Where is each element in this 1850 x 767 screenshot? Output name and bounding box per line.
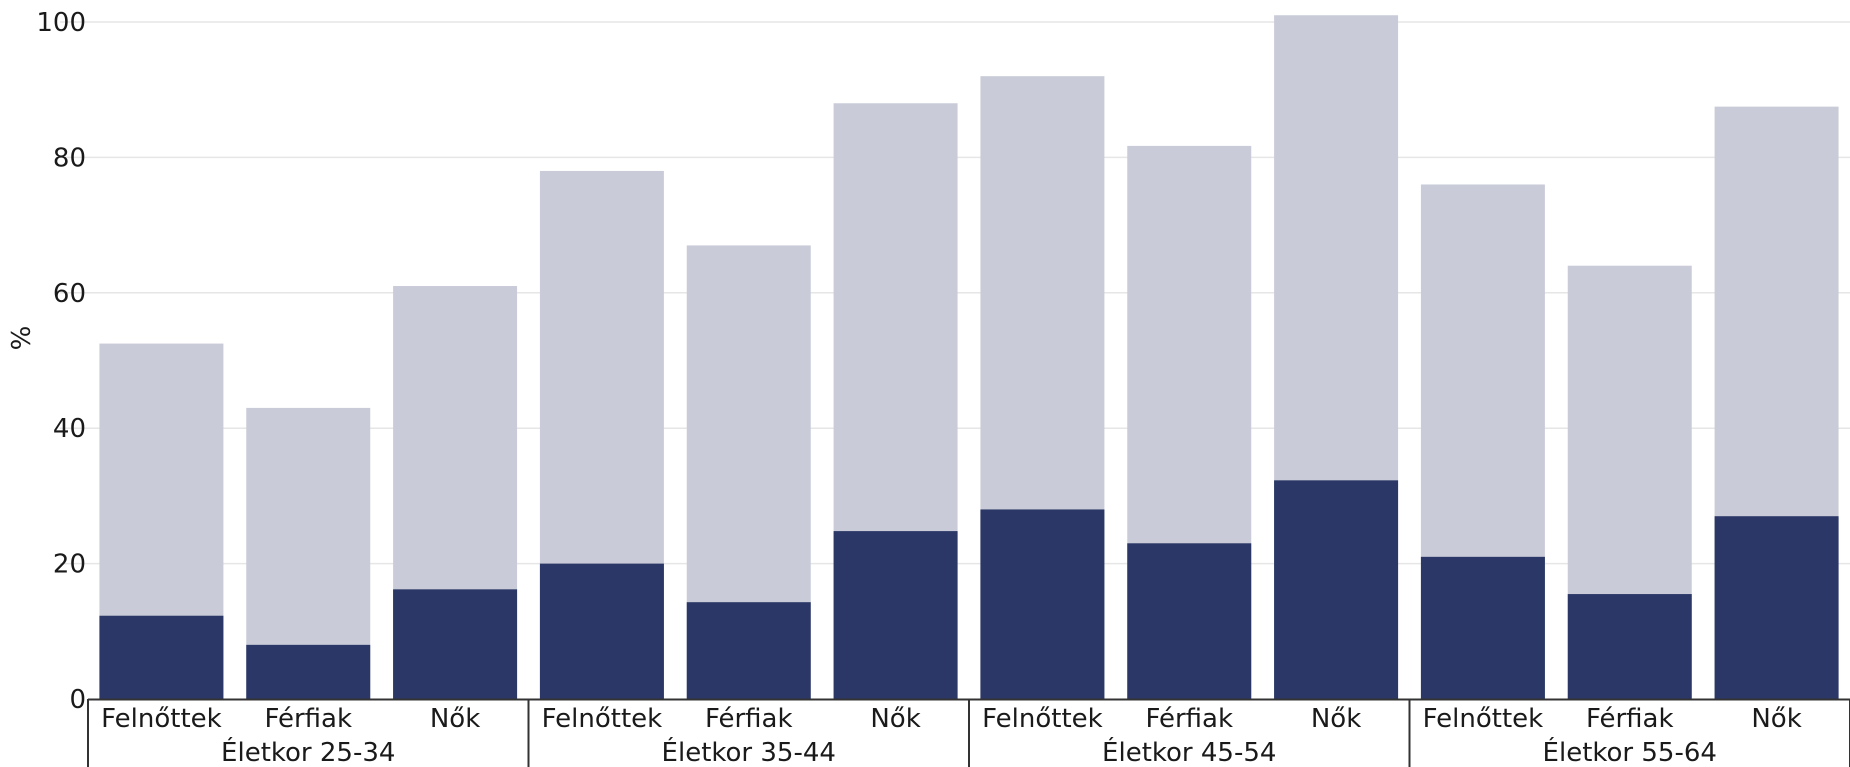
bar <box>1420 556 1545 699</box>
x-category-label: Férfiak <box>705 704 793 734</box>
y-tick-label: 40 <box>53 414 86 444</box>
x-category-label: Nők <box>1751 704 1801 734</box>
bar <box>393 589 518 699</box>
bars <box>99 15 1839 700</box>
x-category-label: Felnőttek <box>1423 704 1544 734</box>
y-tick-label: 60 <box>53 279 86 309</box>
bar <box>833 531 958 699</box>
x-group-label: Életkor 45-54 <box>1102 736 1276 767</box>
bar <box>1714 516 1839 699</box>
x-category-label: Felnőttek <box>982 704 1103 734</box>
x-category-label: Nők <box>1311 704 1361 734</box>
y-axis-ticks: 0 20 40 60 80 100 <box>36 8 86 715</box>
bar <box>980 509 1105 699</box>
x-axis <box>87 698 1850 767</box>
x-category-label: Férfiak <box>1586 704 1674 734</box>
y-tick-label: 80 <box>53 143 86 173</box>
y-tick-label: 0 <box>69 685 86 715</box>
y-tick-label: 20 <box>53 550 86 580</box>
x-axis-group-labels: Életkor 25-34 Életkor 35-44 Életkor 45-54 É… <box>221 736 1717 767</box>
x-group-label: Életkor 35-44 <box>662 736 836 767</box>
y-tick-label: 100 <box>36 8 86 38</box>
x-category-label: Férfiak <box>264 704 352 734</box>
bar <box>246 644 371 699</box>
bar <box>1274 480 1399 699</box>
x-category-label: Felnőttek <box>101 704 222 734</box>
x-category-label: Nők <box>870 704 920 734</box>
x-axis-category-labels: Felnőttek Férfiak Nők Felnőttek Férfiak Nők Fe… <box>101 704 1802 734</box>
bar <box>1567 594 1692 699</box>
x-category-label: Férfiak <box>1145 704 1233 734</box>
x-group-label: Életkor 25-34 <box>221 736 395 767</box>
bar <box>1127 543 1252 699</box>
x-category-label: Felnőttek <box>542 704 663 734</box>
y-axis-title: % <box>7 326 37 351</box>
x-category-label: Nők <box>430 704 480 734</box>
x-group-label: Életkor 55-64 <box>1543 736 1717 767</box>
bar <box>99 615 224 699</box>
bar <box>539 563 664 699</box>
bar <box>686 602 811 699</box>
